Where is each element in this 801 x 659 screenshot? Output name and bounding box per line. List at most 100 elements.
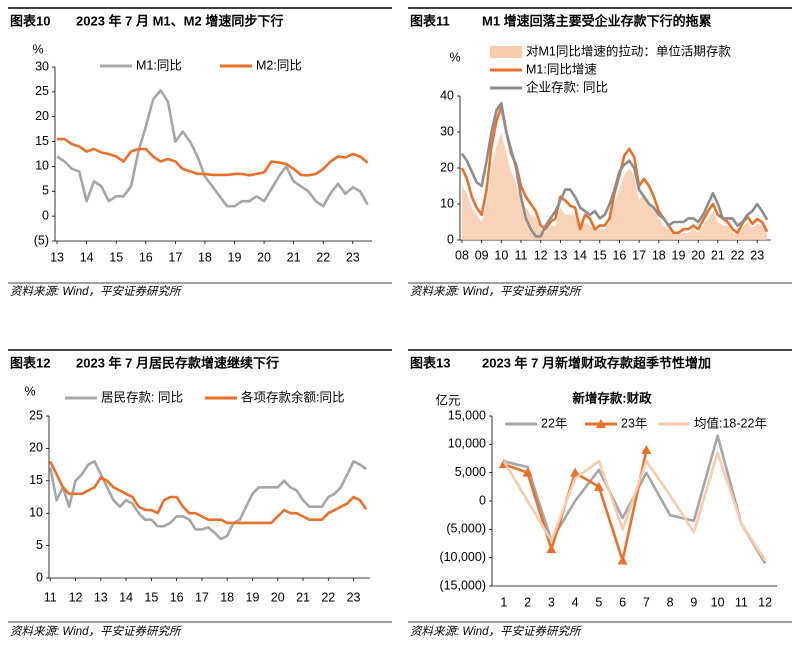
y-tick-label: 15 (35, 134, 49, 148)
marker (522, 467, 533, 477)
source-note: 资料来源: Wind，平安证券研究所 (10, 625, 182, 638)
x-tick-label: 16 (612, 248, 626, 262)
legend-label: 居民存款: 同比 (101, 390, 183, 404)
line (56, 89, 369, 208)
y-tick-label: 10 (35, 159, 49, 173)
y-tick-label: 5 (42, 184, 49, 198)
x-tick-label: 12 (758, 595, 772, 609)
legend-label: M1:同比增速 (526, 61, 597, 76)
x-tick-label: 08 (455, 248, 469, 262)
area (461, 132, 768, 240)
legend-label: M2:同比 (256, 58, 302, 72)
y-tick-label: 30 (440, 124, 454, 138)
x-tick-label: 1 (500, 595, 507, 609)
x-tick-label: 22 (731, 248, 745, 262)
x-tick-label: 19 (246, 590, 260, 604)
x-tick-label: 7 (643, 595, 650, 609)
y-tick-label: 0 (42, 208, 49, 222)
x-tick-label: 3 (548, 595, 555, 609)
x-tick-label: 18 (220, 590, 234, 604)
x-tick-label: 4 (572, 595, 579, 609)
figure-title: 2023 年 7 月 M1、M2 增速同步下行 (76, 13, 283, 28)
x-tick-label: 23 (347, 590, 361, 604)
x-tick-label: 12 (69, 590, 83, 604)
x-tick-label: 22 (316, 250, 330, 264)
legend-label: 均值:18-22年 (694, 415, 767, 430)
y-tick-label: (5) (34, 233, 49, 247)
y-tick-label: 10 (440, 196, 454, 210)
x-tick-label: 18 (652, 248, 666, 262)
x-tick-label: 23 (750, 248, 764, 262)
legend-swatch (490, 46, 522, 58)
x-tick-label: 11 (44, 590, 57, 604)
y-tick-label: 10 (29, 505, 43, 519)
x-tick-label: 2 (524, 595, 531, 609)
figure-title: 2023 年 7 月新增财政存款超季节性增加 (482, 355, 711, 370)
x-tick-label: 11 (515, 248, 528, 262)
marker (641, 445, 652, 454)
figure-label: 图表12 (10, 355, 50, 370)
line (57, 137, 369, 177)
x-tick-label: 13 (553, 248, 567, 262)
marker (570, 467, 581, 477)
x-tick-label: 14 (119, 590, 133, 604)
x-tick-label: 22 (321, 590, 335, 604)
line (460, 101, 769, 238)
x-tick-label: 21 (287, 250, 301, 264)
y-tick-label: (5,000) (446, 522, 486, 536)
frame (8, 7, 792, 623)
source-note: 资料来源: Wind，平安证券研究所 (410, 625, 582, 638)
x-tick-label: 11 (735, 595, 748, 609)
x-tick-label: 15 (144, 590, 158, 604)
x-tick-label: 10 (494, 248, 508, 262)
y-tick-label: 20 (35, 109, 49, 123)
x-tick-label: 10 (711, 595, 725, 609)
y-unit: 亿元 (435, 392, 460, 407)
line (502, 451, 767, 562)
marker (593, 481, 604, 491)
x-tick-label: 09 (475, 248, 489, 262)
y-tick-label: 15 (29, 473, 43, 487)
x-tick-label: 19 (672, 248, 686, 262)
x-tick-label: 18 (198, 250, 212, 264)
x-tick-label: 13 (50, 250, 64, 264)
y-tick-label: 5 (36, 538, 43, 552)
x-tick-label: 14 (80, 250, 94, 264)
y-unit: % (449, 50, 460, 64)
x-tick-label: 16 (170, 590, 184, 604)
legend-label: 22年 (541, 416, 567, 430)
figure-label: 图表13 (410, 355, 450, 370)
legend-label: 对M1同比增速的拉动：单位活期存款 (526, 43, 731, 58)
marker (546, 544, 557, 554)
x-tick-label: 12 (534, 248, 548, 262)
figure-title: M1 增速回落主要受企业存款下行的拖累 (482, 13, 712, 28)
y-tick-label: 15,000 (448, 408, 486, 422)
x-tick-label: 23 (346, 250, 360, 264)
legend-label: 企业存款: 同比 (526, 79, 608, 94)
figure-label: 图表11 (410, 13, 450, 28)
marker (617, 555, 628, 565)
y-tick-label: (10,000) (439, 550, 486, 564)
y-tick-label: 25 (35, 84, 49, 98)
line (49, 460, 368, 525)
y-unit: % (32, 42, 43, 56)
y-tick-label: 10,000 (448, 437, 486, 451)
subtitle: 新增存款:财政 (572, 390, 652, 405)
legend-label: M1:同比 (136, 58, 182, 72)
x-tick-label: 9 (690, 595, 697, 609)
y-tick-label: 30 (35, 59, 49, 73)
legend-label: 各项存款余额:同比 (241, 389, 344, 404)
x-tick-label: 6 (619, 595, 626, 609)
y-tick-label: 5,000 (455, 465, 486, 479)
y-tick-label: 0 (479, 493, 486, 507)
x-tick-label: 15 (593, 248, 607, 262)
x-tick-label: 17 (632, 248, 646, 262)
y-tick-label: 25 (29, 408, 43, 422)
x-tick-label: 20 (691, 248, 705, 262)
source-note: 资料来源: Wind，平安证券研究所 (410, 285, 582, 298)
x-tick-label: 17 (168, 250, 182, 264)
line (49, 460, 367, 541)
source-note: 资料来源: Wind，平安证券研究所 (10, 285, 182, 298)
x-tick-label: 5 (595, 595, 602, 609)
